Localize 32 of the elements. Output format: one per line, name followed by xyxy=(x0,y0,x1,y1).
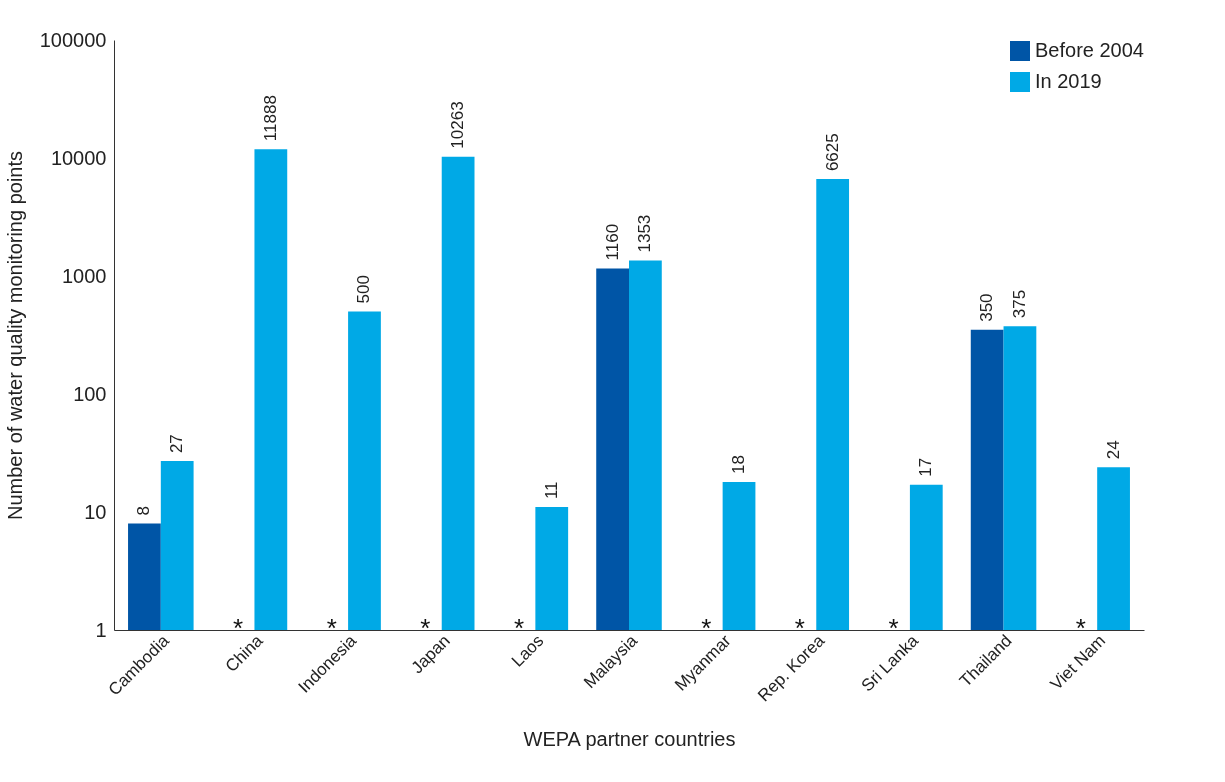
y-tick-label: 1000 xyxy=(62,264,107,287)
annotation: * xyxy=(420,613,431,643)
y-tick-label: 100000 xyxy=(39,28,107,51)
data-label: 18 xyxy=(729,454,749,474)
data-label: 11888 xyxy=(260,95,280,142)
data-label: 1160 xyxy=(602,223,622,261)
y-tick-label: 100 xyxy=(73,382,107,405)
data-label: 375 xyxy=(1009,289,1029,319)
y-tick-label: 10000 xyxy=(50,146,107,169)
legend-label: In 2019 xyxy=(1035,70,1102,92)
y-tick-label: 1 xyxy=(95,618,107,641)
annotation: * xyxy=(701,613,712,643)
data-label: 6625 xyxy=(822,133,842,172)
annotation: * xyxy=(794,613,805,643)
annotation: * xyxy=(233,613,244,643)
data-label: 8 xyxy=(134,505,154,516)
data-label: 10263 xyxy=(448,101,468,149)
annotation: * xyxy=(888,613,899,643)
data-label: 500 xyxy=(354,275,374,304)
data-label: 1353 xyxy=(635,214,655,253)
annotation: * xyxy=(1075,613,1086,643)
data-label: 27 xyxy=(167,434,187,454)
annotation: * xyxy=(326,613,337,643)
data-label: 17 xyxy=(916,457,936,477)
y-tick-label: 10 xyxy=(84,500,107,523)
y-axis-title: Number of water quality monitoring points xyxy=(3,150,26,521)
annotation: * xyxy=(513,613,525,643)
legend-label: Before 2004 xyxy=(1035,39,1144,61)
data-label: 24 xyxy=(1103,440,1123,460)
x-axis-title: WEPA partner countries xyxy=(523,727,736,750)
data-label: 350 xyxy=(977,293,997,322)
data-label: 11 xyxy=(541,481,561,500)
